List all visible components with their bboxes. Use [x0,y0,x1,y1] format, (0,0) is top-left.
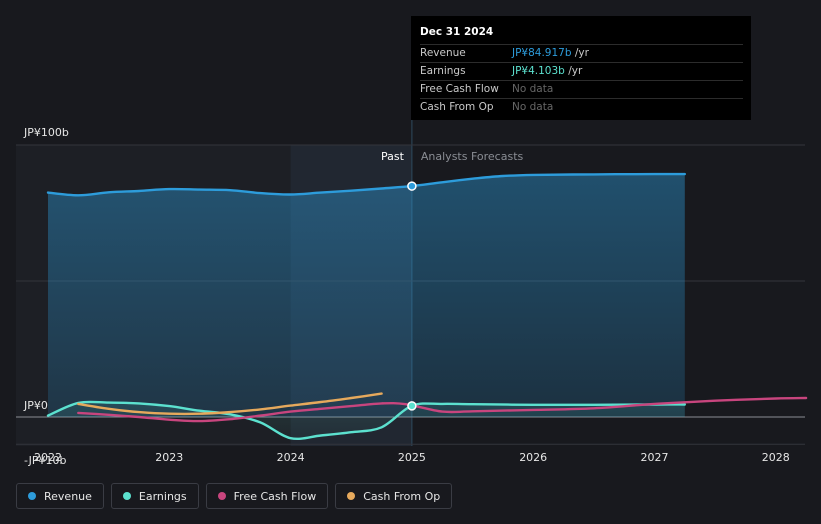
revenue-line [46,172,686,197]
legend-item-revenue[interactable]: Revenue [16,483,104,509]
legend-dot-icon [28,492,36,500]
legend-dot-icon [217,492,226,500]
earnings-marker[interactable] [407,401,417,411]
tooltip-value-number: JP¥84.917b [512,47,572,59]
x-tick-label: 2026 [519,451,547,464]
x-tick-label: 2025 [398,451,426,464]
y-tick-label: JP¥100b [23,126,69,139]
tooltip-date: Dec 31 2024 [420,26,494,38]
tooltip-label: Free Cash Flow [420,83,499,95]
tooltip-row-cash-from-op: Cash From Op No data [420,98,743,116]
legend-dot-icon [347,492,356,500]
tooltip-label: Revenue [420,47,466,59]
x-tick-label: 2022 [34,451,62,464]
legend-dot-icon [122,492,131,500]
x-tick-label: 2023 [155,451,183,464]
legend-item-cash-from-op[interactable]: Cash From Op [335,483,453,509]
legend-label: Revenue [44,489,92,503]
legend: Revenue Earnings Free Cash Flow Cash Fro… [16,483,453,509]
x-tick-label: 2028 [762,451,790,464]
legend-item-free-cash-flow[interactable]: Free Cash Flow [205,483,329,509]
x-tick-label: 2027 [641,451,669,464]
tooltip-value: No data [512,101,554,113]
revenue-area [48,174,685,417]
tooltip-label: Cash From Op [420,101,494,113]
legend-label: Cash From Op [363,489,441,503]
y-tick-label: -JP¥10b [24,454,66,467]
tooltip: Dec 31 2024 Revenue JP¥84.917b /yr Earni… [411,16,751,120]
tooltip-value: JP¥4.103b /yr [512,63,582,80]
legend-label: Free Cash Flow [233,489,317,503]
tooltip-value: No data [512,83,554,95]
legend-label: Earnings [138,489,187,503]
tooltip-row-revenue: Revenue JP¥84.917b /yr [420,44,743,62]
tooltip-label: Earnings [420,65,466,77]
tooltip-value: JP¥84.917b /yr [512,45,589,62]
legend-item-earnings[interactable]: Earnings [110,483,199,509]
cash-from-op-line [77,392,383,416]
tooltip-row-earnings: Earnings JP¥4.103b /yr [420,62,743,80]
tooltip-row-free-cash-flow: Free Cash Flow No data [420,80,743,98]
x-tick-label: 2024 [277,451,305,464]
tooltip-unit: /yr [574,47,589,59]
past-label: Past [381,150,405,163]
free-cash-flow-line [77,396,808,423]
y-tick-label: JP¥0 [23,399,48,412]
forecast-label: Analysts Forecasts [421,150,524,163]
revenue-marker[interactable] [407,181,417,191]
tooltip-value-number: JP¥4.103b [512,65,565,77]
tooltip-unit: /yr [568,65,583,77]
earnings-line [46,400,686,441]
